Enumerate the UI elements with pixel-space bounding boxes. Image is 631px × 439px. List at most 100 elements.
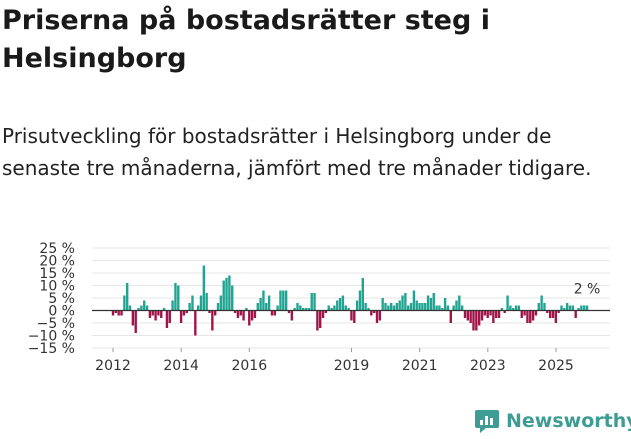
bar bbox=[458, 295, 461, 311]
y-tick-label: 0 % bbox=[48, 304, 75, 320]
bar bbox=[483, 310, 487, 316]
bar bbox=[321, 310, 325, 318]
bar bbox=[486, 310, 489, 318]
bar bbox=[290, 310, 294, 321]
bar bbox=[231, 285, 234, 311]
newsworthy-logo-text: Newsworthy bbox=[506, 410, 631, 432]
bar bbox=[443, 298, 447, 311]
bar bbox=[205, 293, 208, 311]
bar bbox=[188, 303, 191, 311]
bar bbox=[389, 303, 393, 311]
bar bbox=[492, 310, 495, 323]
bar bbox=[282, 290, 285, 311]
bar bbox=[301, 308, 305, 311]
bar bbox=[565, 303, 569, 311]
bar bbox=[245, 308, 248, 311]
y-axis: 25 %20 %15 %10 %5 %0 %−5 %−10 %−15 % bbox=[28, 241, 75, 357]
bar bbox=[375, 310, 379, 323]
bar bbox=[350, 310, 353, 321]
bar bbox=[551, 310, 555, 318]
bar bbox=[347, 308, 350, 311]
bar-chart: 25 %20 %15 %10 %5 %0 %−5 %−10 %−15 % 201… bbox=[28, 241, 610, 374]
bar bbox=[381, 298, 384, 311]
bar bbox=[514, 305, 518, 311]
bar bbox=[191, 295, 194, 311]
bar bbox=[123, 295, 126, 311]
bar bbox=[160, 310, 163, 318]
bar bbox=[148, 310, 152, 318]
bar bbox=[319, 310, 322, 328]
bar bbox=[580, 305, 583, 311]
grid-lines bbox=[92, 247, 610, 349]
bar bbox=[134, 310, 137, 333]
bar bbox=[151, 310, 154, 316]
bar bbox=[174, 283, 177, 311]
x-tick-label: 2025 bbox=[538, 358, 574, 374]
y-tick-label: 20 % bbox=[39, 254, 75, 270]
bar bbox=[341, 295, 345, 311]
bar bbox=[239, 310, 242, 316]
newsworthy-logo-icon bbox=[475, 410, 499, 433]
bar bbox=[367, 308, 370, 311]
bar bbox=[435, 305, 438, 311]
bar bbox=[477, 310, 481, 326]
bar bbox=[313, 293, 316, 311]
bar bbox=[568, 305, 572, 311]
bar bbox=[529, 310, 532, 323]
bar bbox=[531, 310, 535, 321]
bar bbox=[517, 305, 521, 311]
bar bbox=[424, 303, 427, 311]
bar bbox=[472, 310, 475, 331]
bar bbox=[543, 303, 546, 311]
bar bbox=[455, 300, 458, 311]
bar bbox=[574, 310, 577, 318]
bar bbox=[446, 305, 450, 311]
bar bbox=[114, 310, 118, 313]
x-tick-label: 2019 bbox=[334, 358, 370, 374]
bar bbox=[253, 310, 257, 318]
bar bbox=[401, 295, 404, 311]
x-tick-label: 2023 bbox=[470, 358, 506, 374]
bar bbox=[128, 305, 132, 311]
x-axis: 2012 2014 2016 2019 2021 2023 2025 bbox=[95, 348, 574, 374]
bars bbox=[111, 265, 589, 336]
bar bbox=[154, 310, 157, 321]
bar bbox=[194, 310, 197, 336]
bar bbox=[387, 305, 390, 311]
bar bbox=[537, 303, 540, 311]
latest-value-label: 2 % bbox=[574, 282, 601, 298]
y-tick-label: 15 % bbox=[39, 266, 75, 282]
bar bbox=[273, 310, 276, 316]
bar bbox=[208, 310, 211, 313]
bar bbox=[353, 310, 356, 323]
x-tick-label: 2021 bbox=[402, 358, 438, 374]
bar bbox=[358, 290, 362, 311]
bar bbox=[557, 310, 560, 313]
bar bbox=[429, 298, 433, 311]
bar bbox=[336, 300, 339, 311]
bar bbox=[407, 305, 410, 311]
bar bbox=[242, 310, 245, 321]
bar bbox=[466, 310, 470, 321]
y-tick-label: 5 % bbox=[48, 291, 75, 307]
bar bbox=[324, 310, 328, 313]
bar bbox=[392, 305, 396, 311]
bar bbox=[520, 310, 523, 318]
bar bbox=[463, 310, 467, 318]
bar bbox=[330, 308, 333, 311]
bar bbox=[548, 310, 552, 318]
bar bbox=[316, 310, 319, 331]
chart-title: Priserna på bostadsrätter steg i Helsing… bbox=[2, 5, 490, 74]
bar bbox=[137, 308, 140, 311]
bar bbox=[364, 303, 367, 311]
bar bbox=[299, 305, 302, 311]
bar bbox=[506, 295, 509, 311]
bar bbox=[143, 300, 146, 311]
bar bbox=[256, 303, 259, 311]
chart-subtitle: Prisutveckling för bostadsrätter i Helsi… bbox=[2, 124, 592, 180]
bar bbox=[222, 280, 225, 311]
bar bbox=[361, 278, 364, 311]
bar bbox=[409, 303, 413, 311]
bar bbox=[265, 303, 268, 311]
bar bbox=[196, 305, 200, 311]
